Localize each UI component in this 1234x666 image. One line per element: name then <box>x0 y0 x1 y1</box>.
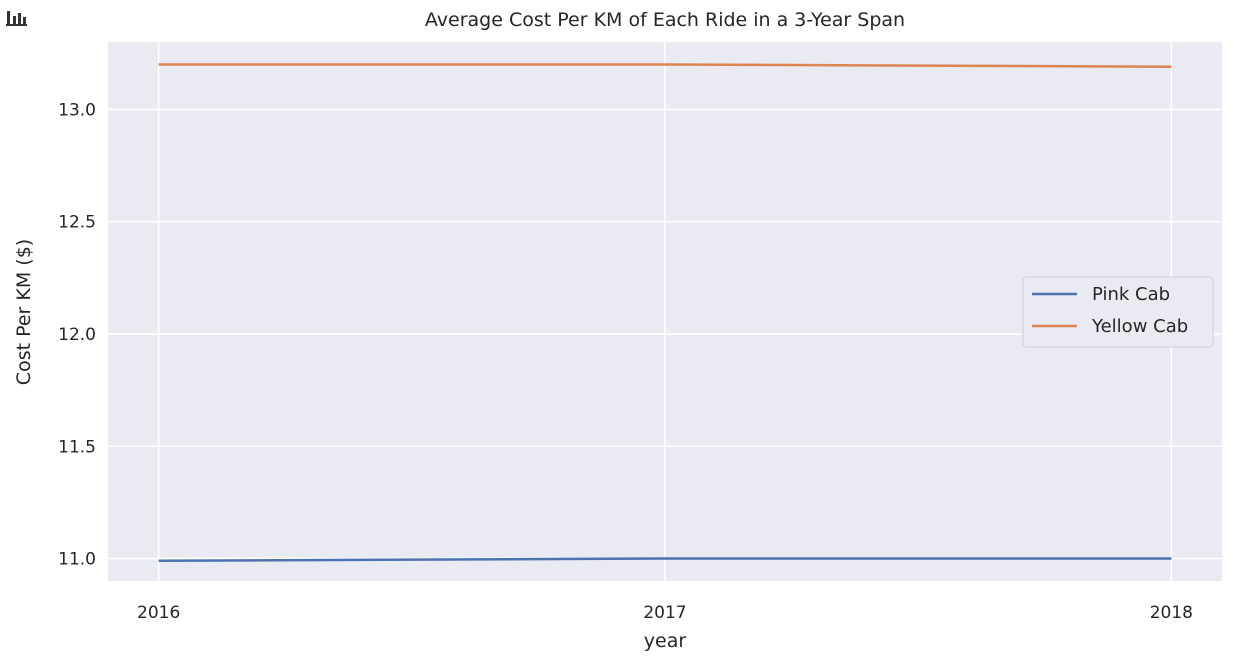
y-axis-label: Cost Per KM ($) <box>13 239 35 385</box>
chart-title: Average Cost Per KM of Each Ride in a 3-… <box>425 9 905 31</box>
legend: Pink Cab Yellow Cab <box>1022 276 1214 348</box>
y-tick-label: 12.5 <box>58 213 96 233</box>
y-tick-label: 13.0 <box>58 100 96 120</box>
legend-label-yellow-cab: Yellow Cab <box>1091 316 1188 337</box>
series-layer <box>158 63 1172 563</box>
series-line-pink-cab <box>158 557 1172 563</box>
x-tick-label: 2017 <box>643 603 686 623</box>
x-axis-label: year <box>644 630 687 652</box>
x-tick-label: 2018 <box>1150 603 1193 623</box>
y-tick-label: 11.0 <box>58 550 96 570</box>
bar-chart-icon[interactable] <box>5 8 27 26</box>
y-axis-ticks: 11.0 11.5 12.0 12.5 13.0 <box>58 100 96 569</box>
y-tick-label: 12.0 <box>58 325 96 345</box>
x-axis-ticks: 2016 2017 2018 <box>137 603 1193 623</box>
legend-label-pink-cab: Pink Cab <box>1092 284 1170 305</box>
series-line-yellow-cab <box>158 63 1172 68</box>
y-tick-label: 11.5 <box>58 437 96 457</box>
x-tick-label: 2016 <box>137 603 180 623</box>
